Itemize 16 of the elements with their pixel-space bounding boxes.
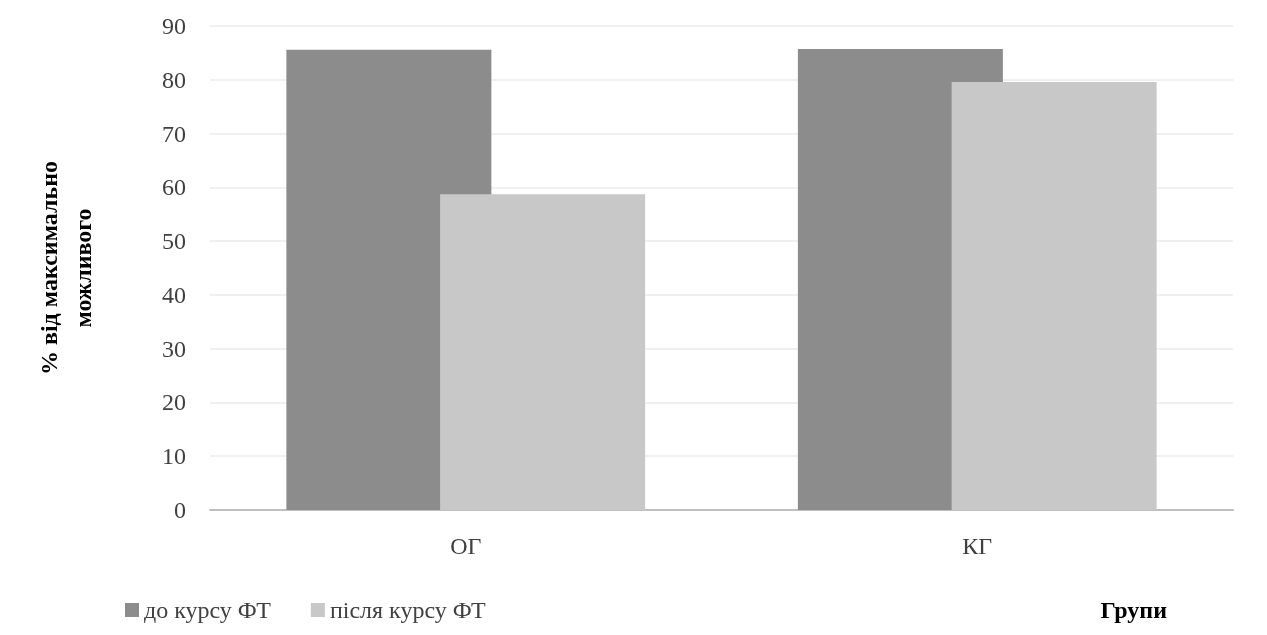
y-axis-title: % від максимально можливого bbox=[36, 160, 96, 376]
x-tick-label: ОГ bbox=[450, 533, 482, 559]
y-tick-label: 50 bbox=[162, 228, 186, 255]
y-tick-label: 90 bbox=[162, 13, 186, 39]
y-tick-label: 30 bbox=[162, 335, 186, 362]
x-tick-label: КГ bbox=[962, 533, 993, 559]
y-tick-label: 80 bbox=[162, 66, 186, 93]
y-tick-label: 0 bbox=[174, 497, 186, 523]
y-tick-label: 20 bbox=[162, 389, 186, 416]
y-tick-label: 40 bbox=[162, 281, 186, 308]
legend-label: до курсу ФТ bbox=[144, 597, 272, 623]
y-tick-label: 60 bbox=[162, 174, 186, 201]
x-axis-title: Групи bbox=[1100, 597, 1168, 623]
y-tick-label: 70 bbox=[162, 120, 186, 147]
legend-label: після курсу ФТ bbox=[329, 597, 487, 623]
y-tick-label: 10 bbox=[162, 443, 186, 470]
